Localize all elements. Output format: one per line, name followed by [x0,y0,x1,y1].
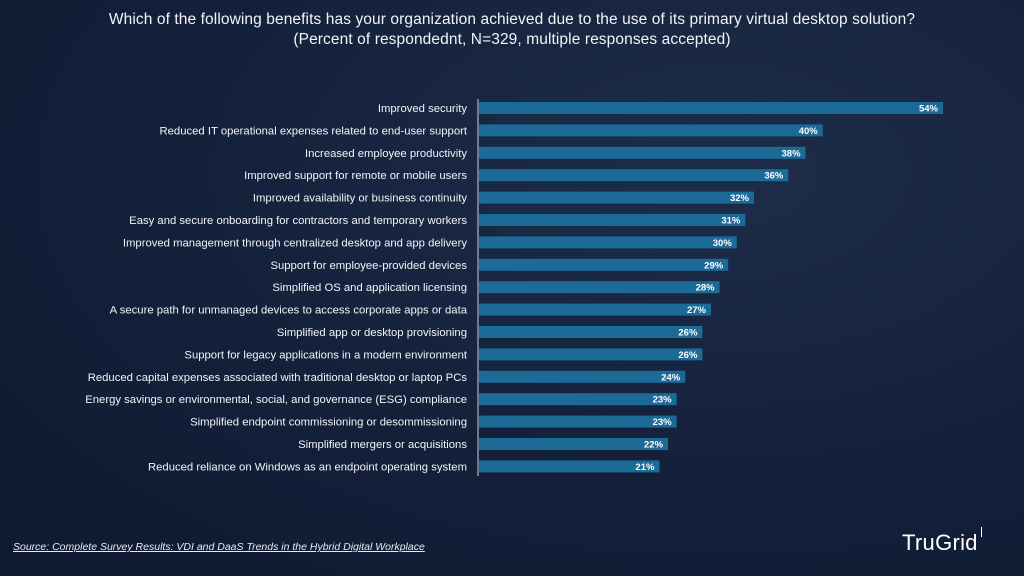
category-label: Reduced capital expenses associated with… [88,372,468,384]
category-label: Simplified mergers or acquisitions [298,439,467,451]
category-label: Reduced IT operational expenses related … [159,125,467,137]
category-label: Support for legacy applications in a mod… [184,349,467,361]
category-label: Simplified endpoint commissioning or des… [190,417,467,429]
bar [479,102,943,114]
data-label: 54% [919,104,939,115]
bar [479,214,746,226]
category-label: Improved security [378,103,468,115]
data-label: 24% [661,372,681,383]
bar [479,281,720,294]
bar [479,124,823,137]
data-label: 21% [635,462,655,473]
category-label: Improved management through centralized … [123,237,467,249]
data-label: 31% [721,216,741,227]
bar [479,348,703,361]
source-link[interactable]: Source: Complete Survey Results: VDI and… [13,541,425,553]
data-label: 38% [782,148,802,159]
trugrid-logo: TruGrid [902,530,978,555]
bar [479,393,677,406]
data-label: 22% [644,440,664,451]
category-label: Improved availability or business contin… [253,193,467,205]
chart-subtitle: (Percent of respondednt, N=329, multiple… [293,31,731,48]
category-label: Energy savings or environmental, social,… [85,394,467,406]
bar [479,303,711,316]
bar [479,258,729,271]
bar [479,191,754,204]
bar [479,460,660,473]
category-label: Support for employee-provided devices [270,260,467,272]
data-label: 23% [653,395,673,406]
data-label: 27% [687,305,707,316]
category-label: A secure path for unmanaged devices to a… [110,305,468,317]
data-label: 26% [678,350,698,361]
category-label: Simplified app or desktop provisioning [277,327,467,339]
data-label: 40% [799,126,819,137]
category-label: Increased employee productivity [305,148,467,160]
data-label: 32% [730,193,750,204]
bar [479,326,703,338]
data-label: 23% [653,417,673,428]
data-label: 36% [764,171,784,182]
data-label: 28% [696,283,716,294]
bar [479,146,806,159]
bar [479,169,789,182]
bar [479,370,686,383]
category-label: Reduced reliance on Windows as an endpoi… [148,461,467,473]
logo-accent-mark [981,527,982,537]
chart-title: Which of the following benefits has your… [108,11,916,28]
title-block: Which of the following benefits has your… [0,10,1024,50]
category-label: Easy and secure onboarding for contracto… [129,215,467,227]
category-label: Simplified OS and application licensing [272,282,467,294]
bar [479,438,669,450]
data-label: 26% [678,328,698,339]
data-label: 30% [713,238,733,249]
category-label: Improved support for remote or mobile us… [244,170,467,182]
bar [479,236,737,249]
data-label: 29% [704,260,724,271]
bar [479,415,677,428]
